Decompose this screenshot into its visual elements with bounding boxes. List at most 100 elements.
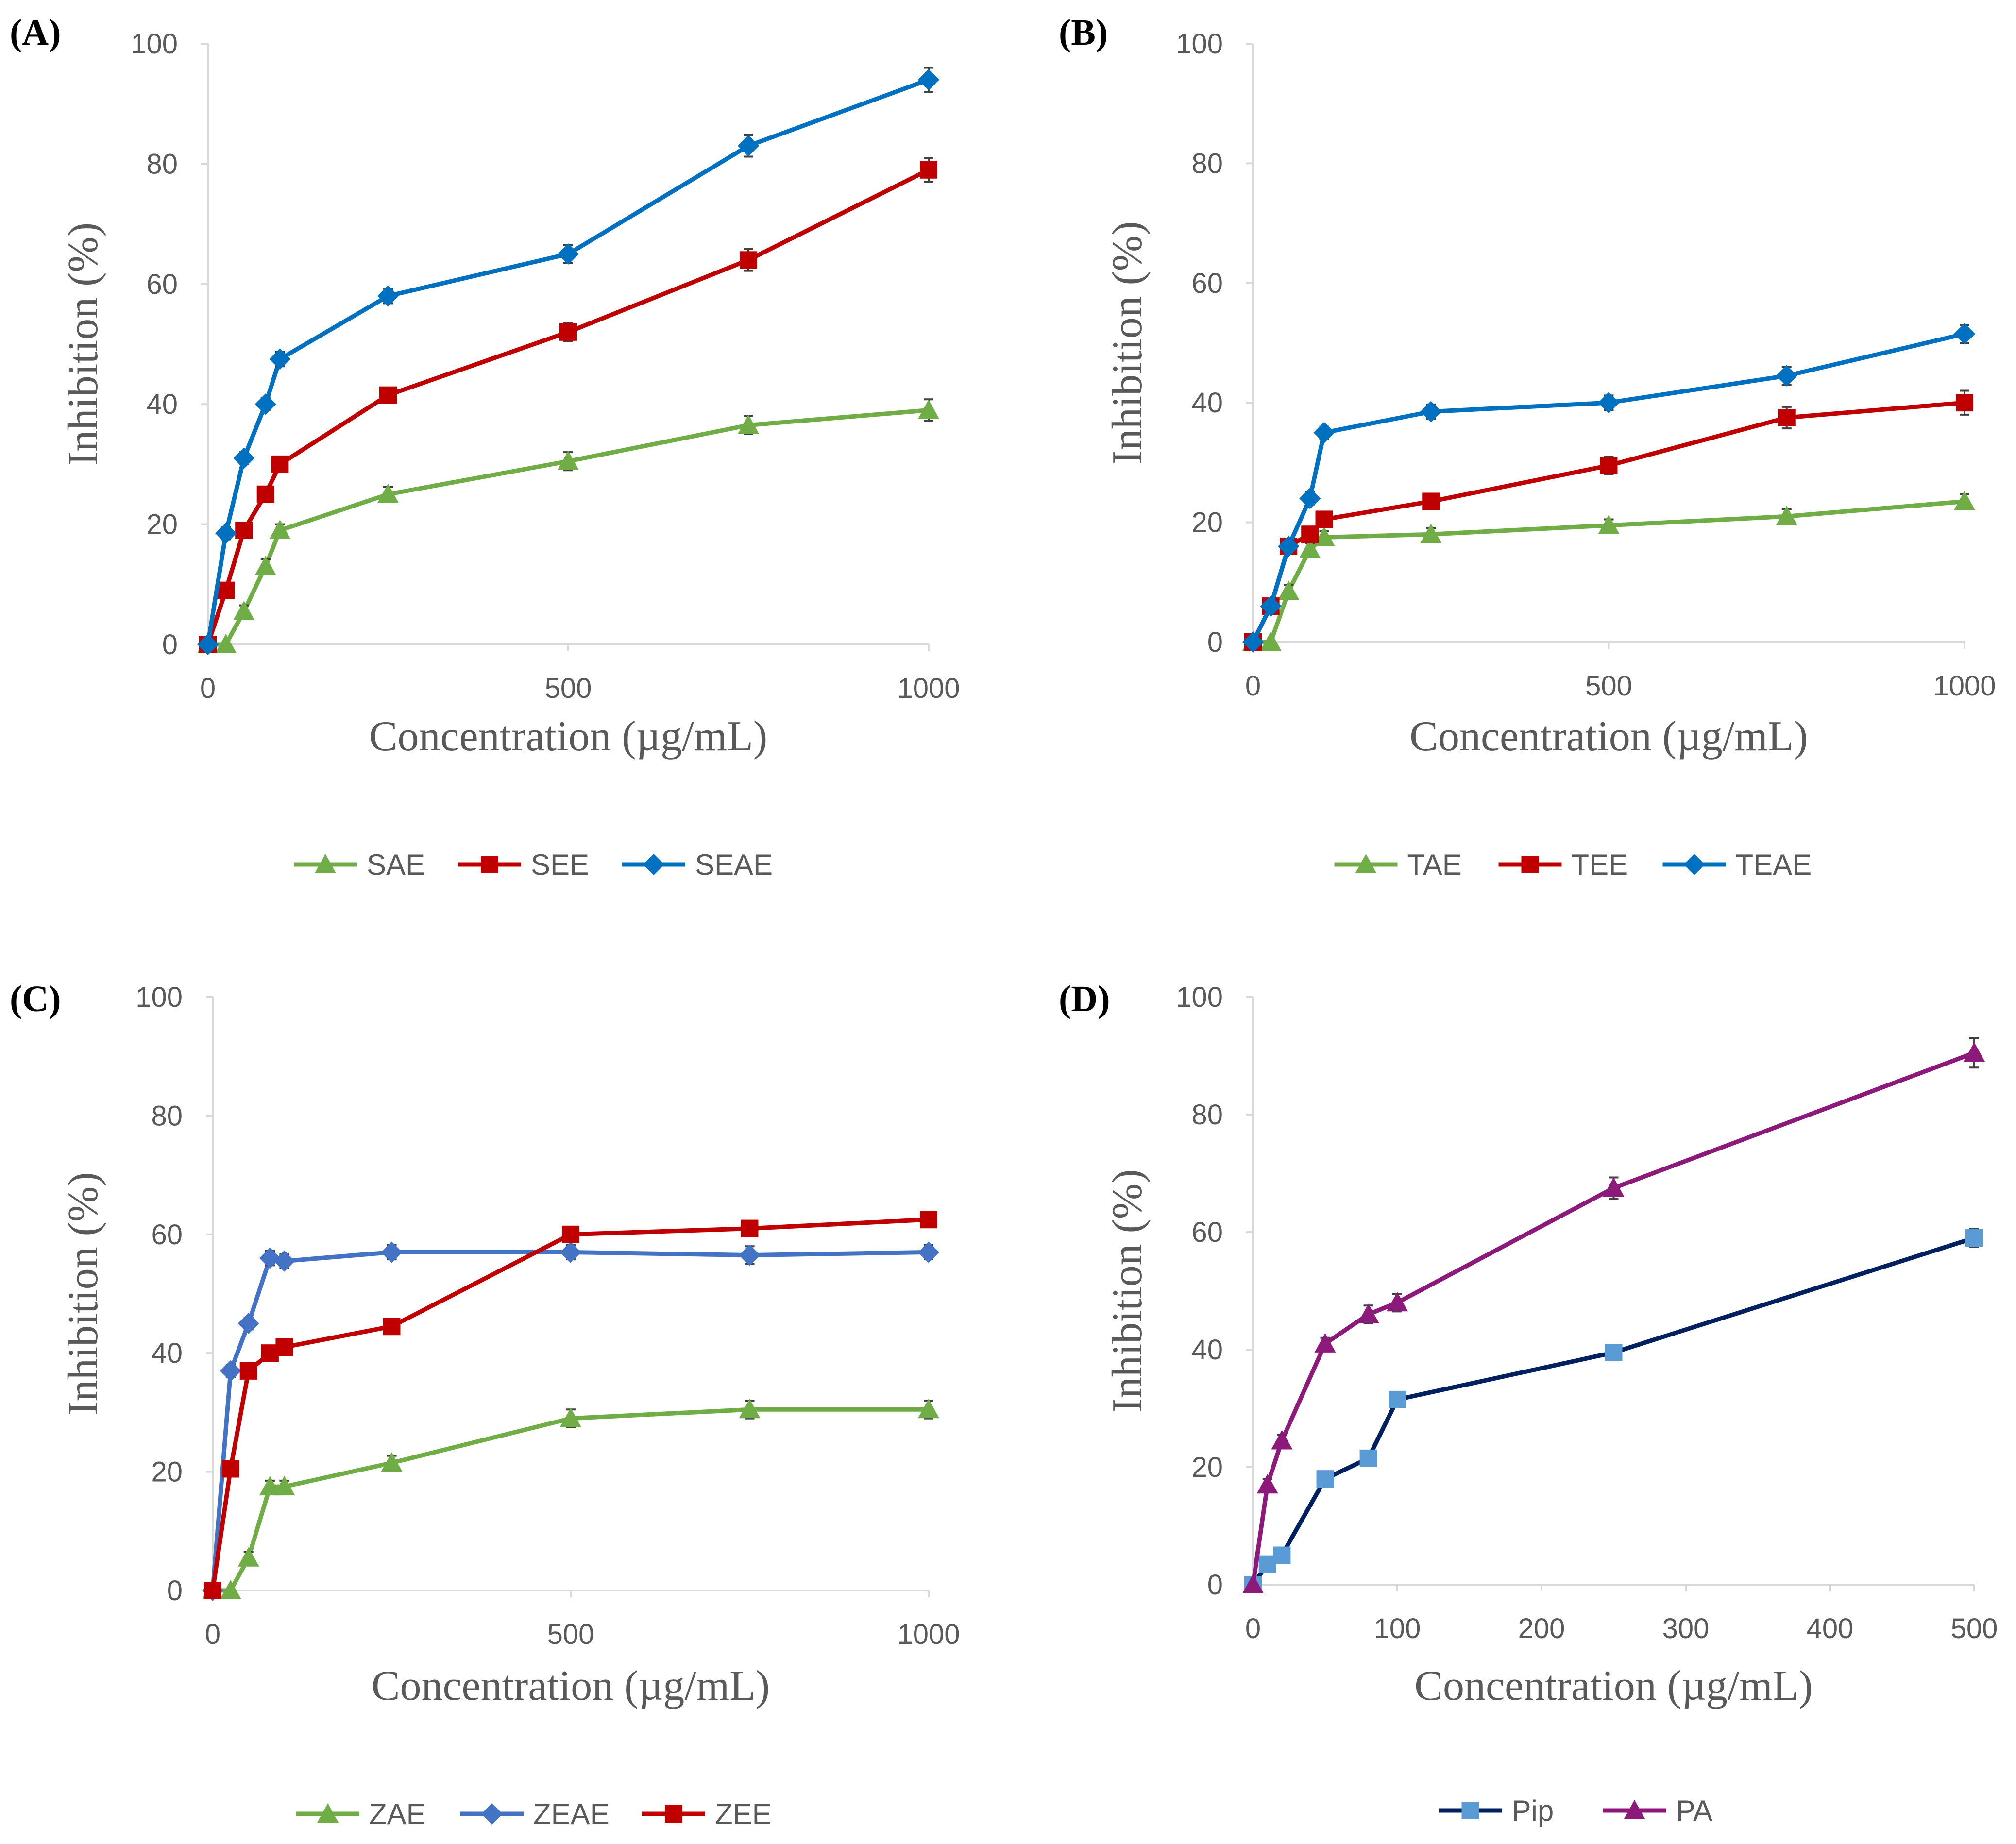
SEE-point-1 (217, 581, 235, 599)
TAE-point-8 (1954, 491, 1975, 510)
ZEE-point-6 (562, 1225, 579, 1243)
x-axis-title: Concentration (µg/mL) (1409, 713, 1808, 760)
SEE-point-8 (920, 161, 937, 179)
TAE-point-3 (1299, 539, 1321, 558)
x-tick-label: 100 (1374, 1613, 1421, 1644)
SAE-point-5 (377, 483, 399, 503)
legend-TEE-point-0 (1521, 856, 1539, 873)
y-axis-title: Inhibition (%) (1104, 1169, 1151, 1412)
TEAE-point-5 (1420, 401, 1442, 423)
PA-point-0 (1242, 1574, 1264, 1593)
PA-point-5 (1387, 1292, 1408, 1312)
legend-label-PA: PA (1676, 1794, 1713, 1827)
series-TEAE (1242, 323, 1975, 653)
legend-Pip-point-0 (1461, 1802, 1479, 1819)
TEAE-point-6 (1598, 392, 1620, 414)
TEAE-point-0 (1242, 631, 1264, 653)
y-tick-label: 0 (1207, 1569, 1223, 1601)
SAE-point-1 (215, 634, 237, 653)
ZEE-point-4 (275, 1338, 293, 1356)
TEAE-point-8 (1954, 323, 1975, 345)
legend-label-ZEE: ZEE (715, 1798, 772, 1830)
y-tick-label: 40 (151, 1337, 183, 1369)
legend-TAE-point-0 (1355, 854, 1377, 873)
ZAE-point-7 (739, 1399, 761, 1419)
ZEAE-point-4 (273, 1250, 295, 1272)
x-axis-title: Concentration (µg/mL) (372, 1662, 770, 1709)
x-tick-label: 500 (1585, 670, 1632, 702)
y-tick-label: 40 (146, 389, 178, 420)
x-tick-label: 0 (200, 673, 216, 704)
SAE-point-2 (233, 600, 255, 620)
SEAE-line (205, 77, 930, 645)
x-tick-label: 1000 (1933, 670, 1996, 702)
y-tick-label: 100 (1176, 981, 1223, 1013)
x-axis-title: Concentration (µg/mL) (1414, 1662, 1813, 1709)
legend-SEAE-point-0 (643, 854, 664, 875)
ZEE-point-5 (383, 1318, 401, 1336)
TAE-point-2 (1278, 580, 1300, 600)
SEAE-point-6 (558, 243, 579, 265)
SEE-point-5 (379, 386, 397, 404)
SEE-point-2 (235, 521, 253, 539)
legend-ZEAE-point-0 (481, 1803, 503, 1825)
SEE-point-4 (271, 455, 289, 473)
panel-label: (D) (1059, 979, 1110, 1019)
y-tick-label: 20 (151, 1456, 183, 1488)
TAE-point-1 (1260, 631, 1282, 651)
ZAE-point-5 (381, 1452, 403, 1472)
SEAE-point-4 (269, 348, 291, 370)
series-SAE (197, 398, 939, 653)
SEE-point-7 (740, 251, 757, 269)
x-tick-label: 1000 (897, 673, 960, 704)
TEE-point-7 (1778, 409, 1796, 426)
SAE-point-3 (254, 556, 276, 575)
ZAE-line (213, 1407, 929, 1593)
Pip-point-7 (1965, 1229, 1983, 1247)
SEAE-point-3 (254, 393, 276, 415)
legend-PA-point-0 (1624, 1800, 1645, 1819)
ZEE-point-8 (920, 1211, 937, 1229)
legend-ZEE-point-0 (665, 1805, 682, 1823)
TEE-point-3 (1301, 525, 1319, 543)
legend-label-SAE: SAE (367, 848, 425, 881)
x-tick-label: 400 (1807, 1613, 1854, 1644)
TEE-point-4 (1315, 510, 1333, 528)
x-tick-label: 200 (1518, 1613, 1565, 1644)
ZEAE-point-1 (220, 1360, 241, 1382)
series-ZAE (202, 1399, 939, 1599)
y-tick-label: 60 (146, 269, 178, 300)
panel-label: (C) (10, 979, 61, 1019)
PA-point-4 (1357, 1303, 1379, 1323)
SEAE-point-8 (918, 69, 939, 91)
legend-SAE-point-0 (315, 854, 336, 873)
TEAE-point-2 (1278, 535, 1300, 557)
Pip-point-3 (1316, 1470, 1334, 1488)
ZEAE-point-6 (560, 1241, 581, 1263)
series-ZEE (204, 1211, 937, 1599)
y-tick-label: 60 (1191, 1217, 1223, 1248)
legend-label-ZEAE: ZEAE (533, 1798, 610, 1830)
SEAE-point-5 (377, 285, 399, 307)
SAE-point-6 (558, 450, 579, 470)
y-tick-label: 60 (151, 1219, 183, 1251)
Pip-line (1251, 1235, 1975, 1586)
panel-label: (A) (10, 12, 61, 53)
y-tick-label: 80 (1191, 1099, 1223, 1131)
y-tick-label: 0 (167, 1575, 183, 1607)
y-tick-label: 100 (1176, 28, 1223, 60)
legend: TAE TEE TEAE (1334, 848, 1812, 881)
y-axis-title: Inhibition (%) (1104, 221, 1151, 464)
ZEE-point-2 (239, 1362, 257, 1380)
PA-point-2 (1271, 1430, 1293, 1450)
ZEE-line (210, 1217, 929, 1591)
ZEAE-point-8 (918, 1241, 939, 1263)
y-tick-label: 40 (1191, 387, 1223, 419)
y-tick-label: 40 (1191, 1334, 1223, 1366)
ZEAE-point-2 (237, 1313, 259, 1335)
ZEE-point-7 (741, 1219, 759, 1237)
TAE-point-7 (1776, 506, 1797, 525)
SEAE-point-7 (738, 135, 759, 157)
